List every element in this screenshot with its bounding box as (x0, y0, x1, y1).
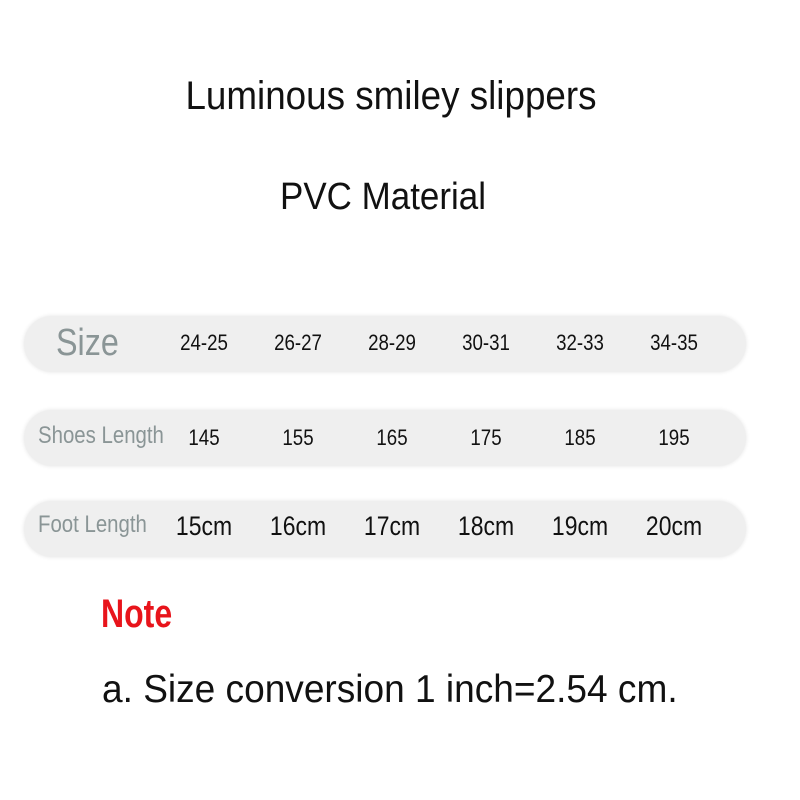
table-cell: 185 (564, 425, 596, 450)
table-cell: 155 (282, 425, 314, 450)
row-label: Foot Length (38, 511, 147, 538)
table-cell: 30-31 (462, 330, 510, 355)
note-heading: Note (101, 592, 173, 636)
material-subtitle: PVC Material (280, 176, 486, 218)
table-cell: 20cm (645, 511, 703, 541)
table-cell: 26-27 (274, 330, 322, 355)
table-cell: 16cm (269, 511, 327, 541)
table-cell: 15cm (175, 511, 233, 541)
row-label: Shoes Length (38, 422, 164, 449)
table-cell: 195 (658, 425, 690, 450)
page-title: Luminous smiley slippers (185, 74, 597, 118)
table-cell: 32-33 (556, 330, 604, 355)
table-cell: 19cm (551, 511, 609, 541)
table-cell: 165 (376, 425, 408, 450)
size-conversion-note: a. Size conversion 1 inch=2.54 cm. (102, 668, 678, 711)
table-cell: 34-35 (650, 330, 698, 355)
table-row: Shoes Length 145 155 165 175 185 195 (24, 410, 746, 466)
row-label: Size (56, 322, 119, 364)
table-row: Foot Length 15cm 16cm 17cm 18cm 19cm 20cm (24, 501, 746, 557)
table-row: Size 24-25 26-27 28-29 30-31 32-33 34-35 (24, 316, 746, 372)
table-cell: 18cm (457, 511, 515, 541)
table-cell: 24-25 (180, 330, 228, 355)
table-cell: 28-29 (368, 330, 416, 355)
table-cell: 17cm (363, 511, 421, 541)
table-cell: 175 (470, 425, 502, 450)
table-cell: 145 (188, 425, 220, 450)
